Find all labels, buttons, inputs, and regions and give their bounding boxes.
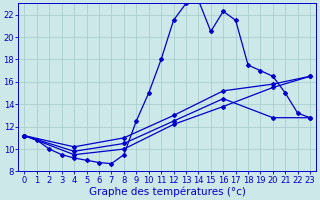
X-axis label: Graphe des températures (°c): Graphe des températures (°c) — [89, 186, 246, 197]
